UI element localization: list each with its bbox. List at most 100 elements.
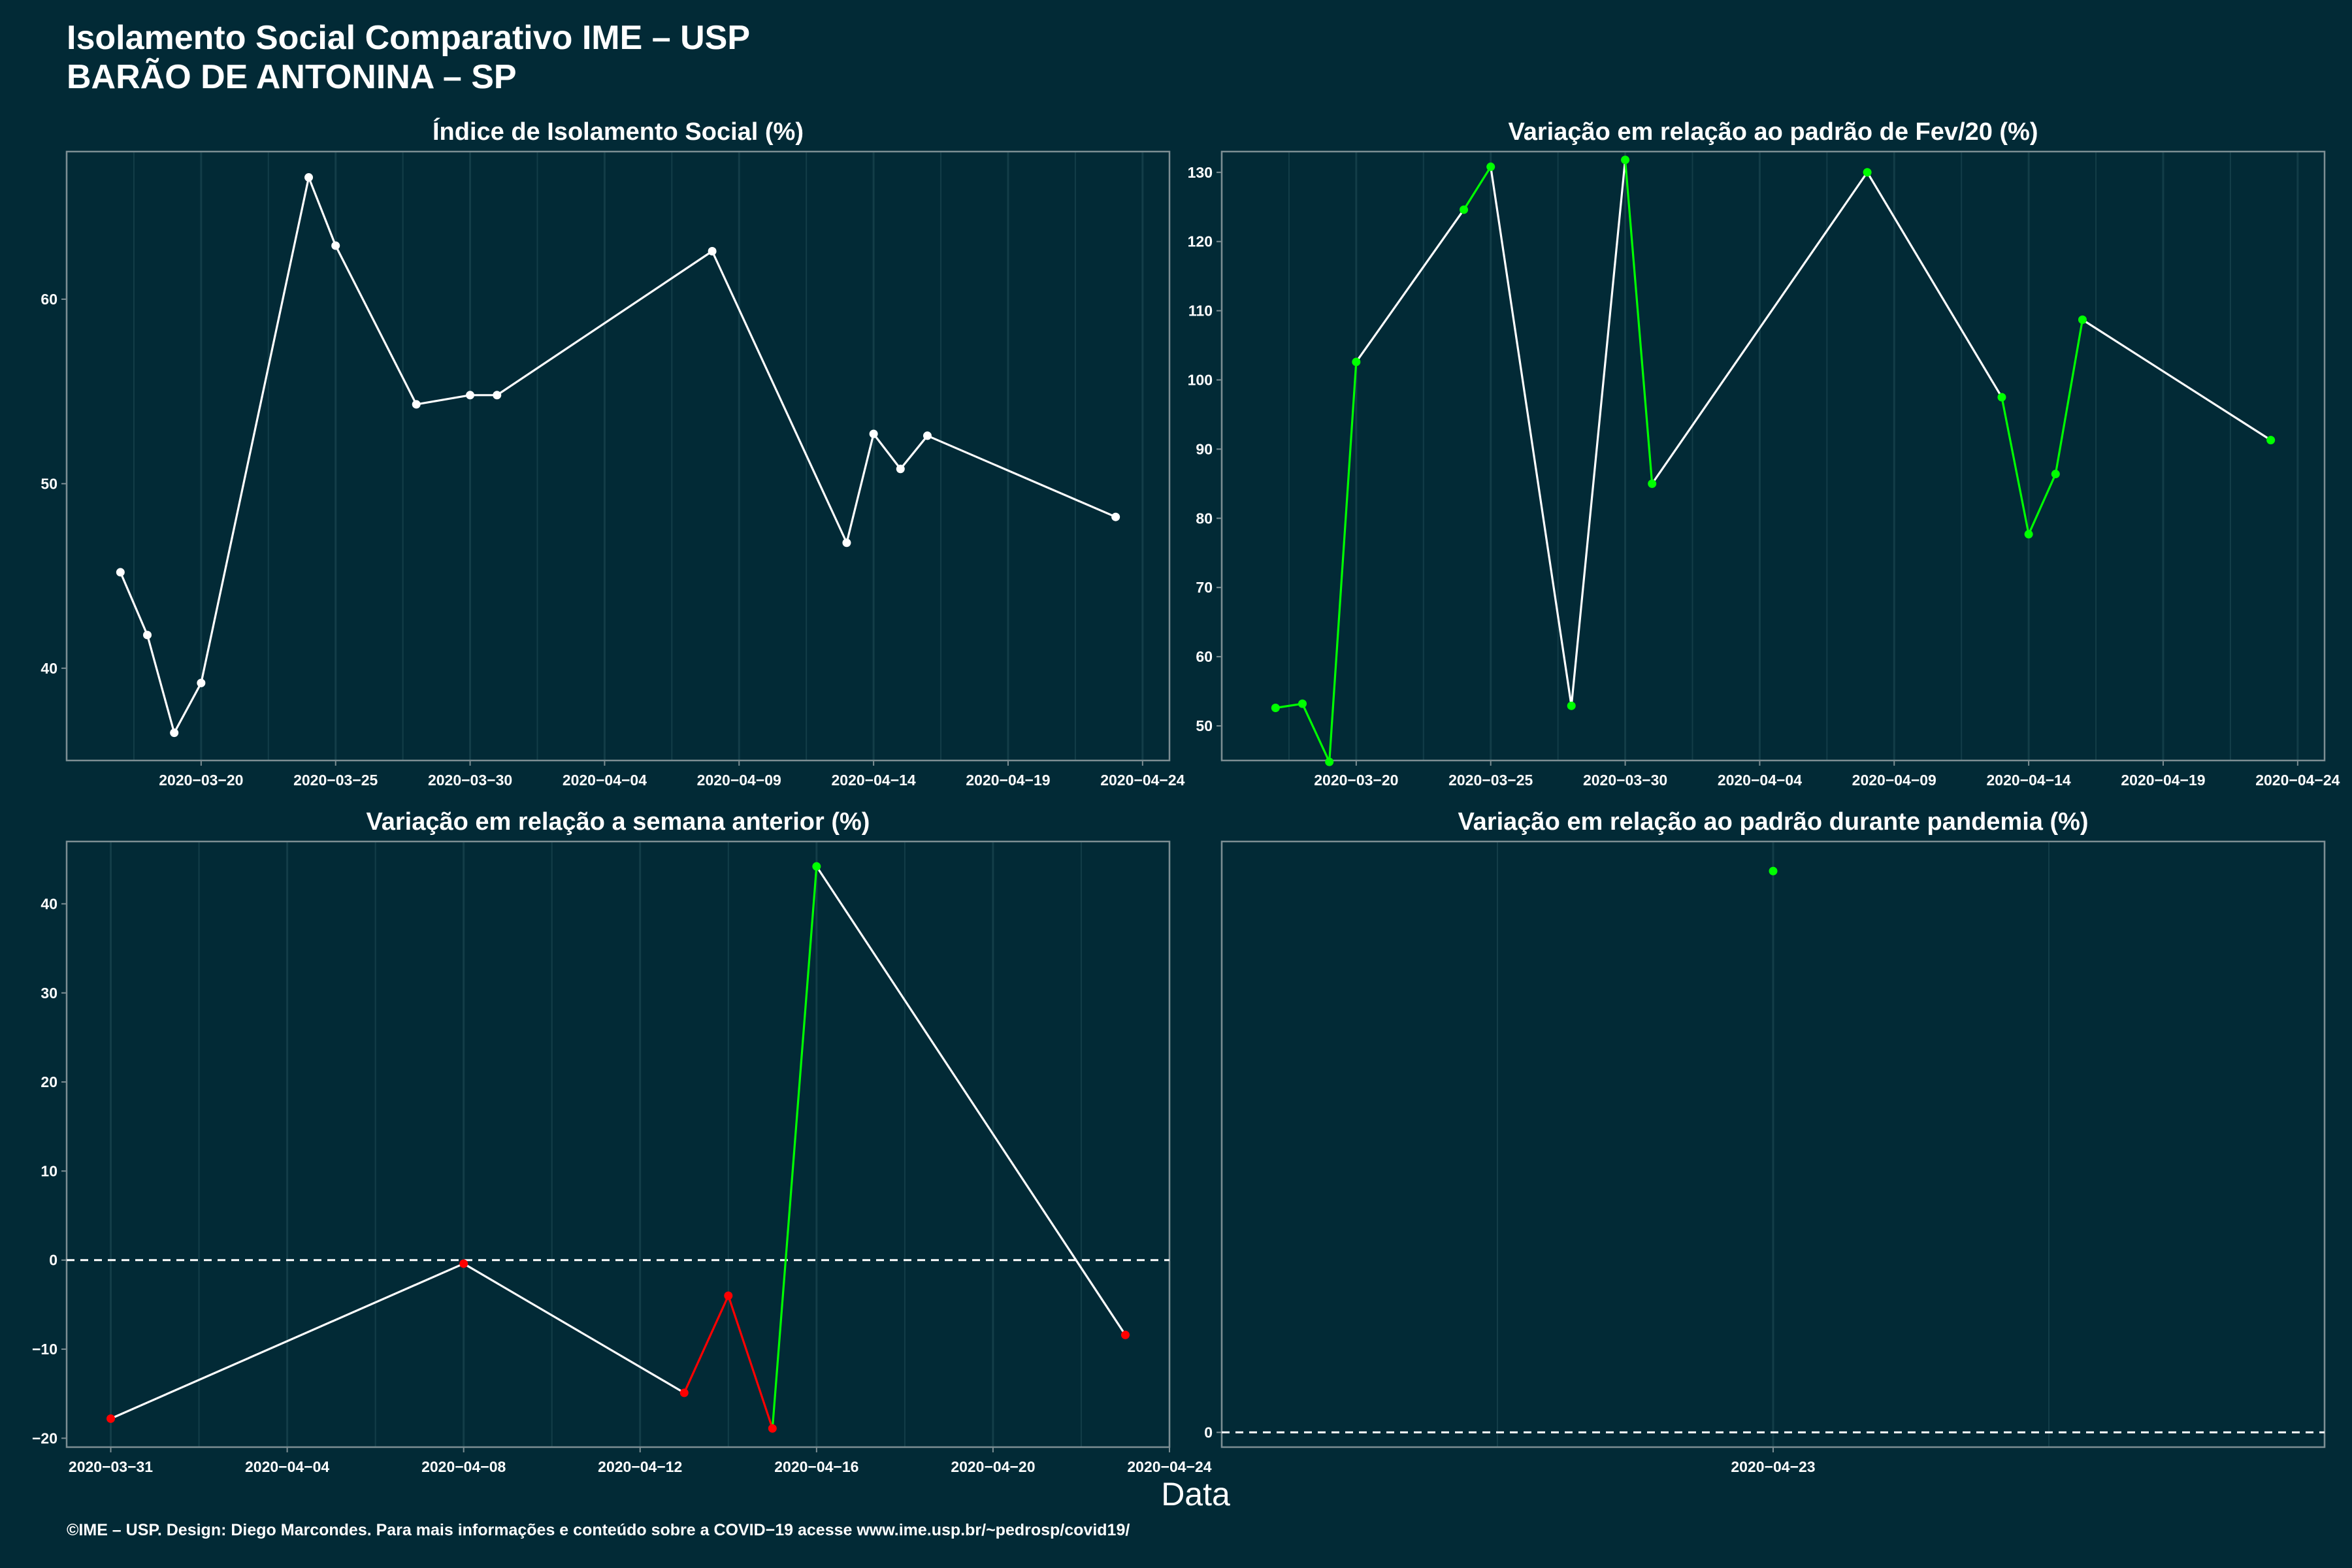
series-segment xyxy=(1490,165,1573,707)
y-tick-label: 30 xyxy=(41,985,57,1002)
x-tick-label: 2020−04−12 xyxy=(598,1458,682,1475)
data-point xyxy=(466,391,475,400)
data-point xyxy=(1271,704,1280,713)
x-tick-label: 2020−04−16 xyxy=(774,1458,858,1475)
y-tick-label: 60 xyxy=(41,291,57,308)
series-segment xyxy=(335,244,417,406)
series-segment xyxy=(415,394,472,406)
x-tick-label: 2020−04−14 xyxy=(832,772,916,789)
data-point xyxy=(1111,512,1120,521)
panel-frame xyxy=(65,840,1171,1448)
data-point xyxy=(1769,866,1778,875)
x-tick-label: 2020−03−30 xyxy=(428,772,512,789)
series-segment xyxy=(109,1262,465,1420)
series-segment xyxy=(463,1262,685,1394)
data-point xyxy=(170,728,179,738)
data-point xyxy=(2266,436,2276,445)
data-point xyxy=(1486,162,1495,171)
panel-title: Variação em relação ao padrão durante pa… xyxy=(1458,808,2088,836)
series-segment xyxy=(2001,396,2030,536)
data-point xyxy=(1997,393,2006,402)
panel-1: Índice de Isolamento Social (%) 40 50 60 202… xyxy=(41,117,1184,789)
x-tick-label: 2020−03−30 xyxy=(1583,772,1667,789)
y-tick-label: 50 xyxy=(1196,717,1213,734)
data-point xyxy=(459,1259,468,1268)
y-tick-label: 20 xyxy=(41,1073,57,1090)
x-tick-label: 2020−04−20 xyxy=(951,1458,1035,1475)
data-point xyxy=(2051,470,2060,479)
data-point xyxy=(1460,205,1469,214)
data-point xyxy=(1352,357,1361,367)
data-point xyxy=(116,568,125,577)
data-point xyxy=(708,247,717,256)
x-tick-label: 2020−03−20 xyxy=(159,772,243,789)
panel-2: Variação em relação ao padrão de Fev/20 … xyxy=(1188,118,2340,789)
series-segment xyxy=(711,250,848,544)
data-point xyxy=(923,431,932,440)
x-tick-label: 2020−04−09 xyxy=(1852,772,1936,789)
series-segment xyxy=(119,571,149,636)
y-tick-label: 40 xyxy=(41,895,57,912)
series-segment xyxy=(926,434,1117,518)
series-segment xyxy=(1355,208,1465,363)
series-segment xyxy=(1328,361,1358,763)
y-tick-label: 80 xyxy=(1196,510,1213,527)
x-tick-label: 2020−03−25 xyxy=(293,772,378,789)
series-segment xyxy=(1301,702,1331,763)
y-tick-label: 50 xyxy=(41,475,57,492)
x-tick-label: 2020−04−04 xyxy=(563,772,647,789)
y-tick-label: −20 xyxy=(32,1429,57,1446)
data-point xyxy=(842,538,851,547)
y-tick-label: −10 xyxy=(32,1341,57,1358)
series-segment xyxy=(1462,165,1492,211)
panel-frame xyxy=(1220,150,2326,762)
series-segment xyxy=(2054,318,2084,476)
panels-group: Índice de Isolamento Social (%)405060202… xyxy=(32,117,2340,1475)
series-segment xyxy=(200,176,310,684)
series-segment xyxy=(496,250,713,397)
data-point xyxy=(1298,699,1307,708)
data-point xyxy=(331,241,340,250)
panel-title: Variação em relação ao padrão de Fev/20 … xyxy=(1508,118,2038,146)
y-tick-label: 10 xyxy=(41,1162,57,1179)
series-segment xyxy=(173,681,203,734)
y-tick-label: 40 xyxy=(41,660,57,677)
panel-3: Variação em relação a semana anterior (%… xyxy=(32,808,1212,1475)
data-point xyxy=(768,1424,777,1433)
footer-credit: ©IME – USP. Design: Diego Marcondes. Par… xyxy=(67,1521,1130,1539)
series-segment xyxy=(1866,171,2003,399)
y-tick-label: 130 xyxy=(1188,164,1213,181)
series-segment xyxy=(2081,318,2272,442)
x-tick-label: 2020−04−19 xyxy=(2121,772,2205,789)
x-tick-label: 2020−04−19 xyxy=(966,772,1050,789)
y-tick-label: 0 xyxy=(49,1252,57,1269)
y-tick-label: 90 xyxy=(1196,440,1213,457)
series-segment xyxy=(771,865,818,1429)
data-point xyxy=(197,678,206,687)
data-point xyxy=(143,630,152,640)
data-point xyxy=(106,1414,116,1423)
data-point xyxy=(1648,479,1657,488)
panel-frame xyxy=(65,150,1171,762)
data-point xyxy=(1863,168,1872,177)
y-tick-label: 100 xyxy=(1188,372,1213,389)
x-tick-label: 2020−04−24 xyxy=(2255,772,2340,789)
panel-title: Índice de Isolamento Social (%) xyxy=(433,117,804,146)
x-tick-label: 2020−04−24 xyxy=(1127,1458,1211,1475)
series-segment xyxy=(683,1294,730,1394)
y-tick-label: 120 xyxy=(1188,233,1213,250)
series-segment xyxy=(1570,159,1627,707)
x-tick-label: 2020−04−04 xyxy=(1718,772,1802,789)
series-segment xyxy=(845,433,875,544)
data-point xyxy=(1621,155,1630,165)
series-segment xyxy=(899,434,929,470)
x-tick-label: 2020−04−24 xyxy=(1100,772,1184,789)
series-segment xyxy=(872,433,902,470)
data-point xyxy=(812,862,821,871)
series-segment xyxy=(146,634,176,734)
data-point xyxy=(1120,1330,1130,1339)
series-segment xyxy=(2027,472,2057,536)
series-segment xyxy=(307,176,337,247)
panel-title: Variação em relação a semana anterior (%… xyxy=(367,808,870,836)
